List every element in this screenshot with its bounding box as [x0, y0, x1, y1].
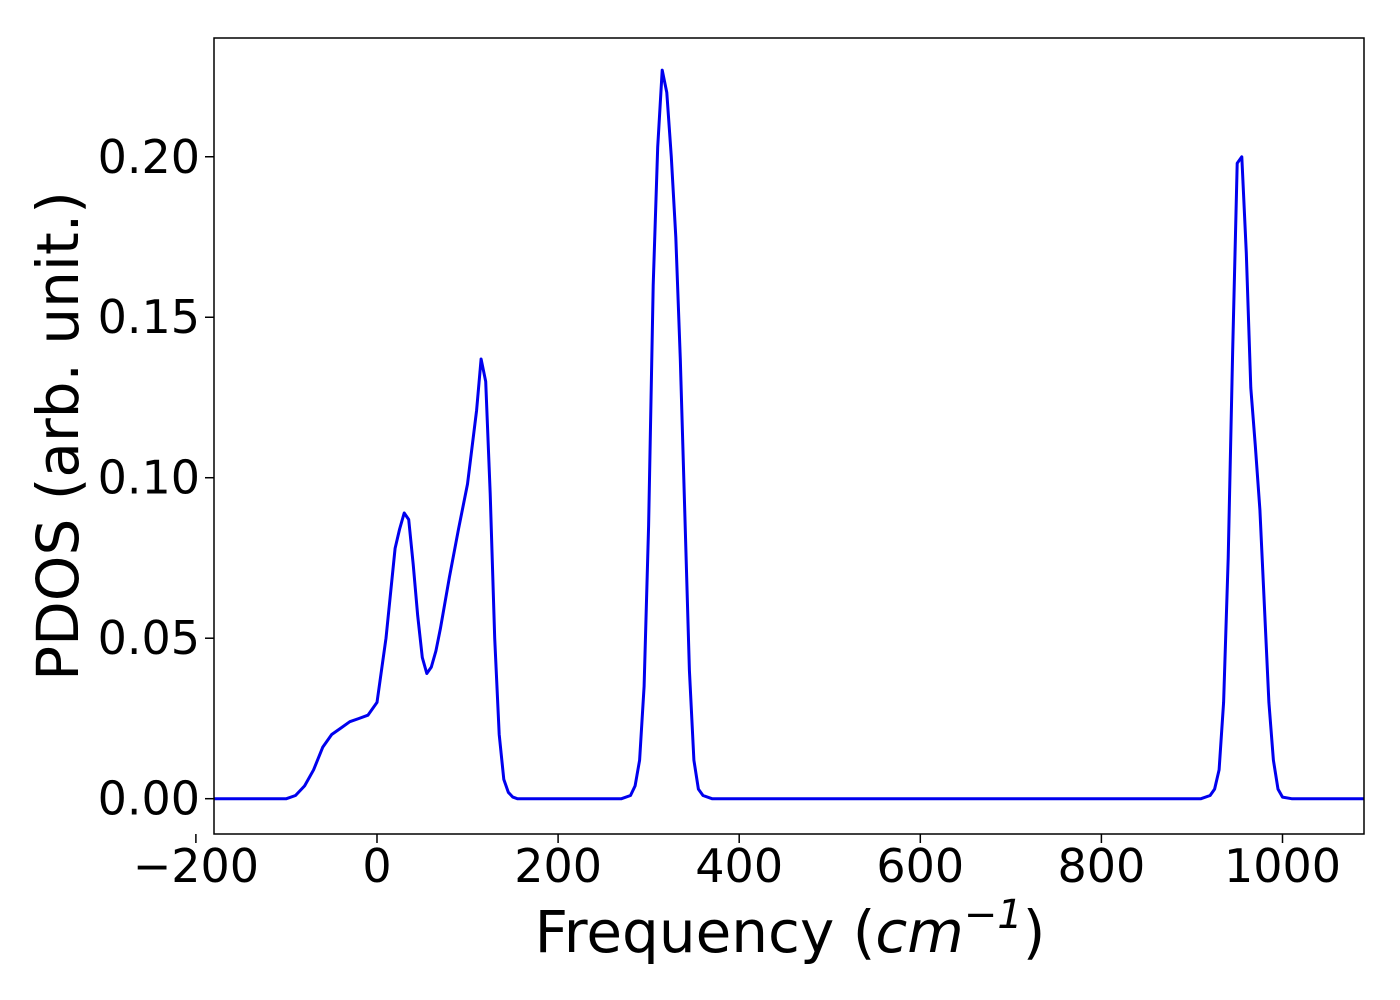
y-tick-label: 0.00: [98, 772, 200, 826]
x-tick-label: 200: [514, 839, 602, 893]
plot-frame: [213, 37, 1365, 835]
x-tick-label: 400: [695, 839, 783, 893]
x-tick-label: 800: [1057, 839, 1145, 893]
x-axis-ticks: −200 0 200 400 600 800 1000: [133, 834, 1341, 893]
y-tick-label: 0.20: [98, 130, 200, 184]
y-axis-label: PDOS (arb. unit.): [24, 191, 92, 681]
x-tick-label: 600: [876, 839, 964, 893]
y-tick-label: 0.10: [98, 451, 200, 505]
y-axis-ticks: 0.00 0.05 0.10 0.15 0.20: [98, 130, 214, 826]
pdos-series-line: [214, 68, 1364, 801]
x-tick-label: 0: [362, 839, 391, 893]
y-tick-label: 0.05: [98, 611, 200, 665]
x-tick-label: 1000: [1224, 839, 1341, 893]
series-layer: [214, 68, 1364, 801]
x-axis-label: Frequency (cm−1): [535, 892, 1046, 966]
x-tick-label: −200: [133, 839, 259, 893]
y-tick-label: 0.15: [98, 290, 200, 344]
